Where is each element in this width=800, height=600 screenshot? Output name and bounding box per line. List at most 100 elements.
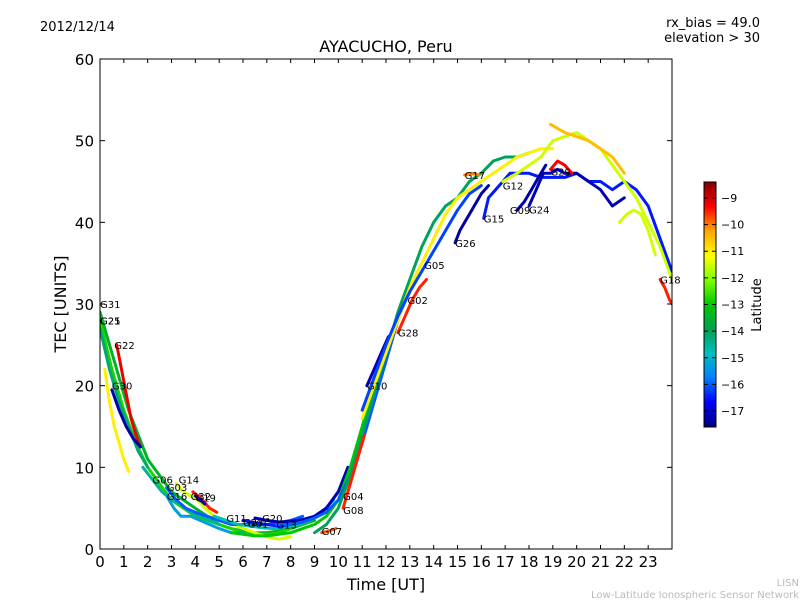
series-label-G04: G04 (343, 492, 363, 503)
series-label-G28: G28 (398, 329, 418, 340)
series-line-G32 (191, 490, 219, 514)
series-line-G02 (360, 147, 555, 420)
series-label-G07: G07 (322, 527, 342, 538)
colorbar-tick-label: −9 (721, 192, 737, 205)
colorbar-tick-label: −15 (721, 352, 744, 365)
series-label-G02: G02 (407, 296, 427, 307)
y-tick-label: 30 (75, 296, 94, 314)
x-tick-label: 5 (214, 553, 224, 571)
x-tick-label: 2 (143, 553, 153, 571)
series-line-G01 (229, 343, 388, 538)
series-line-G29 (549, 159, 574, 175)
series-label-G31: G31 (100, 300, 120, 311)
series-label-G01: G01 (248, 520, 268, 531)
colorbar-tick-label: −16 (721, 378, 744, 391)
series-label-G10: G10 (367, 382, 387, 393)
x-tick-label: 6 (238, 553, 248, 571)
series-line-G08 (341, 433, 366, 510)
x-tick-label: 10 (329, 553, 348, 571)
footer-network: Low-Latitude Ionospheric Sensor Network (591, 590, 799, 600)
series-label-G05: G05 (424, 261, 444, 272)
y-tick-label: 20 (75, 378, 94, 396)
series-line-G12 (501, 131, 672, 281)
date-label: 2012/12/14 (40, 20, 115, 35)
rx-bias-label: rx_bias = 49.0 (666, 16, 760, 31)
series-label-G29: G29 (550, 168, 570, 179)
series-label-G15: G15 (484, 214, 504, 225)
x-tick-label: 9 (310, 553, 320, 571)
series-line-G05 (360, 184, 483, 412)
chart-title: AYACUCHO, Peru (319, 37, 452, 56)
series-label-G14: G14 (179, 476, 199, 487)
series-line-G30 (110, 388, 142, 449)
series-line-G17 (463, 171, 481, 177)
x-tick-label: 15 (448, 553, 467, 571)
series-line-G09 (515, 163, 548, 212)
colorbar-tick-label: −17 (721, 405, 744, 418)
y-tick-label: 10 (75, 459, 94, 477)
colorbar-tick-label: −12 (721, 272, 744, 285)
series-label-G11: G11 (226, 514, 246, 525)
y-axis-label: TEC [UNITS] (51, 256, 70, 354)
series-line-G21 (100, 327, 150, 469)
y-tick-label: 40 (75, 214, 94, 232)
series-line-G20 (253, 465, 350, 524)
x-axis: 0 1 2 3 4 5 6 7 8 9 10 11 12 13 14 15 16 17 18 19 20 21 22 23 (95, 59, 658, 571)
footer-lisn: LISN (777, 578, 799, 589)
x-tick-label: 20 (567, 553, 586, 571)
y-tick-label: 60 (75, 51, 94, 69)
series-line-G28 (396, 278, 428, 335)
x-tick-label: 3 (167, 553, 177, 571)
x-tick-label: 21 (591, 553, 610, 571)
series-label-G30: G30 (112, 382, 132, 393)
x-tick-label: 4 (191, 553, 201, 571)
x-axis-label: Time [UT] (346, 575, 425, 594)
colorbar-label: Latitude (750, 278, 765, 332)
series-label-G19: G19 (195, 494, 215, 505)
series-label-G17: G17 (465, 171, 485, 182)
elevation-label: elevation > 30 (664, 31, 760, 46)
series-line-G07 (320, 527, 338, 535)
series-line-G04 (313, 151, 531, 535)
series-line-G18 (658, 278, 672, 306)
series-label-G32: G32 (191, 492, 211, 503)
series-label-G06: G06 (152, 476, 172, 487)
x-tick-label: 23 (639, 553, 658, 571)
series-line-G26 (453, 184, 490, 245)
y-tick-label: 0 (84, 541, 94, 559)
series-label-G12: G12 (503, 182, 523, 193)
x-tick-label: 1 (119, 553, 129, 571)
series-label-G26: G26 (455, 239, 475, 250)
series-label-G20: G20 (262, 514, 282, 525)
x-tick-label: 0 (95, 553, 105, 571)
series-line-G16 (165, 494, 245, 535)
x-tick-label: 14 (424, 553, 443, 571)
series-line-G27 (618, 208, 657, 257)
series-line-G24 (527, 167, 626, 208)
series-label-G22: G22 (114, 341, 134, 352)
x-tick-label: 19 (543, 553, 562, 571)
x-tick-label: 12 (376, 553, 395, 571)
colorbar-tick-label: −11 (721, 245, 744, 258)
x-tick-label: 11 (353, 553, 372, 571)
series-label-G23: G23 (243, 518, 263, 529)
y-axis: 0 10 20 30 40 50 60 (75, 51, 672, 559)
series-line-G22 (115, 343, 142, 449)
colorbar-ticks: −9 −10 −11 −12 −13 −14 −15 −16 −17 (704, 192, 744, 418)
series-label-G09: G09 (510, 206, 530, 217)
series-label-G16: G16 (167, 492, 187, 503)
x-tick-label: 16 (472, 553, 491, 571)
series-label-G24: G24 (529, 205, 549, 216)
series-label-G25: G25 (100, 316, 120, 327)
x-tick-label: 22 (615, 553, 634, 571)
series-line-G19 (193, 494, 207, 506)
x-tick-label: 13 (400, 553, 419, 571)
series-label-G21: G21 (100, 316, 120, 327)
colorbar-tick-label: −13 (721, 299, 744, 312)
series-label-G08: G08 (343, 506, 363, 517)
y-tick-label: 50 (75, 133, 94, 151)
series-label-G03: G03 (167, 483, 187, 494)
colorbar-tick-label: −14 (721, 325, 744, 338)
